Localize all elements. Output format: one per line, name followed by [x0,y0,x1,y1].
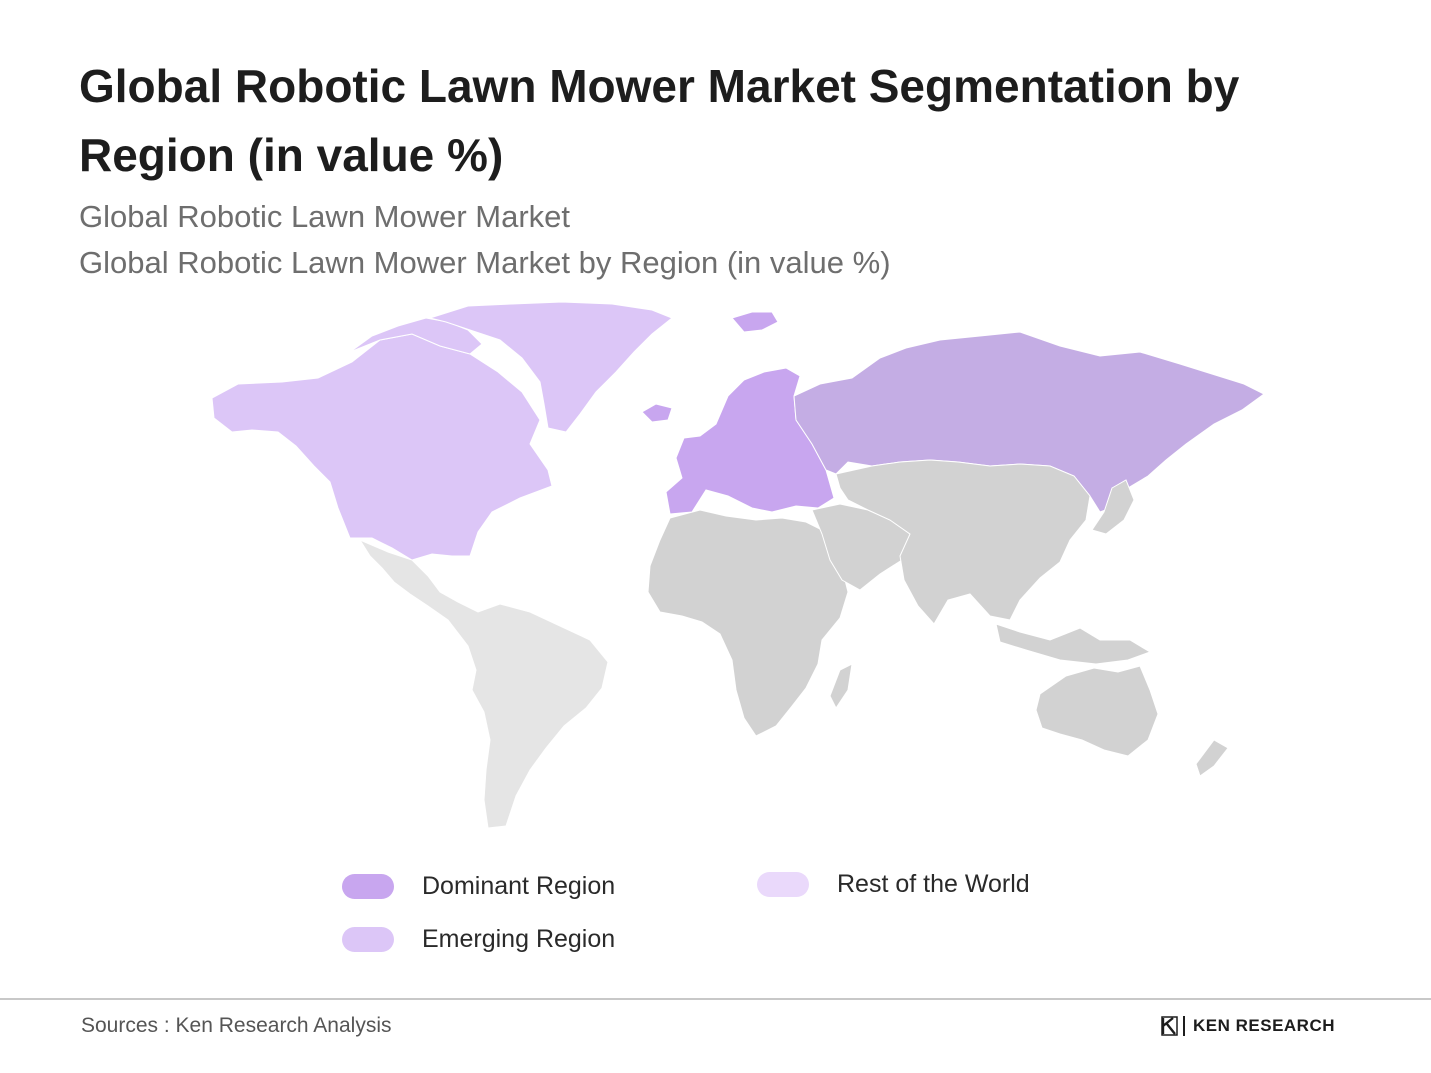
region-latin-america [358,538,609,829]
region-svalbard [731,311,779,333]
legend-item-dominant: Dominant Region [342,871,615,901]
ken-research-logo-icon [1161,1016,1178,1036]
legend-swatch-rest [757,871,809,897]
region-iceland [641,403,673,423]
legend-label-emerging: Emerging Region [422,925,616,953]
brand-logo: KEN RESEARCH [1161,1016,1335,1036]
region-australia [1035,665,1159,757]
region-asia [835,459,1091,625]
region-new-zealand [1195,739,1229,777]
legend-label-rest: Rest of the World [837,870,1030,898]
source-note: Sources : Ken Research Analysis [81,1014,392,1037]
subtitle-detail: Global Robotic Lawn Mower Market by Regi… [79,245,891,280]
region-europe [665,367,835,515]
region-middle-east [811,503,911,591]
region-japan [1091,479,1135,535]
page-title: Global Robotic Lawn Mower Market Segment… [79,60,1240,181]
brand-separator [1183,1016,1185,1036]
region-arctic-islands [349,317,483,355]
legend-swatch-dominant [342,873,394,899]
subtitle: Global Robotic Lawn Mower Market [79,199,571,234]
brand-name: KEN RESEARCH [1193,1016,1336,1035]
region-greenland [428,301,673,433]
region-north-america [211,333,553,561]
footer-divider [0,998,1431,1000]
region-madagascar [829,663,853,709]
region-africa [647,509,849,737]
legend-item-rest: Rest of the World [757,869,1030,899]
region-southeast-asia-islands [995,623,1152,665]
legend-item-emerging: Emerging Region [342,924,615,954]
legend-swatch-emerging [342,926,394,952]
legend-label-dominant: Dominant Region [422,872,616,900]
